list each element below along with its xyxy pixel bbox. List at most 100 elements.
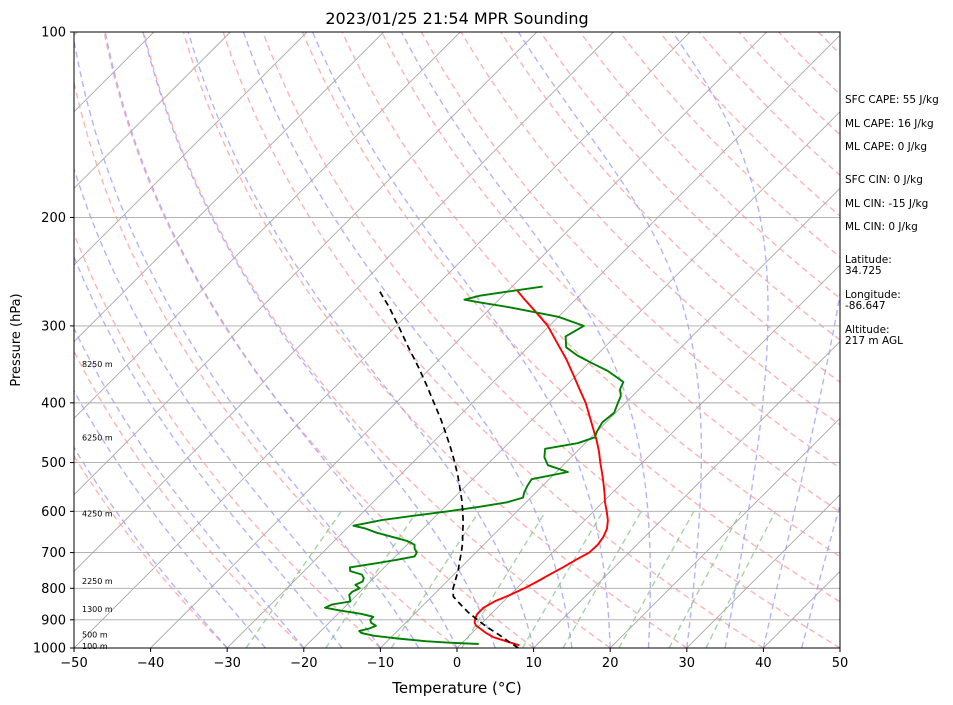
moist-adiabat [74,166,381,648]
dry-adiabat [262,32,840,648]
isotherm [74,32,231,190]
isotherm [303,111,840,648]
dry-adiabat [74,349,305,648]
y-tick-label: 300 [41,319,66,334]
ml-cape-label: ML CAPE: 16 J/kg [845,118,934,130]
ml-cape-label-2: ML CAPE: 0 J/kg [845,141,928,153]
isotherm [686,494,840,648]
isotherm [74,32,308,266]
x-tick-label: 30 [679,656,696,671]
latitude-label: Latitude: 34.725 [845,254,892,277]
height-label: 1300 m [82,605,113,614]
dry-adiabat [222,32,764,648]
y-tick-label: 100 [41,26,66,41]
isotherm [0,32,1,648]
moist-adiabat [242,32,573,648]
sfc-cape-label: SFC CAPE: 55 J/kg [845,94,939,106]
dry-adiabat [698,32,840,177]
dry-adiabat [341,32,840,558]
x-tick-label: 20 [602,656,619,671]
dry-adiabat [460,32,840,426]
y-tick-label: 200 [41,211,66,226]
mixing-ratio-line [668,510,742,648]
moist-adiabat [142,32,496,648]
x-tick-label: 50 [832,656,849,671]
y-tick-label: 400 [41,396,66,411]
x-tick-label: −30 [213,656,240,671]
height-label: 500 m [82,630,108,639]
x-axis: −50 −40 −30 −20 −10 0 10 20 30 40 50 [60,648,848,671]
sounding-curves [324,285,625,648]
dry-adiabat [420,32,840,469]
moist-adiabat [762,290,840,648]
x-tick-label: −10 [367,656,394,671]
isotherm [74,32,614,573]
isotherm [74,32,691,648]
pressure-gridlines [74,32,840,648]
sfc-cin-label: SFC CIN: 0 J/kg [845,174,923,186]
x-tick-label: −40 [137,656,164,671]
y-tick-label: 800 [41,582,66,597]
moist-adiabat [672,32,769,648]
dry-adiabat [74,231,381,648]
mixing-ratio-line [705,510,777,648]
height-label: 4250 m [82,510,113,519]
altitude-label: Altitude: 217 m AGL [845,324,903,347]
height-label: 2250 m [82,577,113,586]
moist-adiabat [74,446,228,648]
y-tick-label: 600 [41,505,66,520]
isotherm [456,264,840,648]
mixing-ratio-line [562,510,642,648]
y-axis-label: Pressure (hPa) [9,293,24,386]
background-lines [0,32,840,648]
x-tick-label: 10 [525,656,542,671]
dry-adiabat [539,32,840,341]
isotherm [74,32,461,419]
moist-adiabat [104,32,458,648]
height-label: 100 m [82,642,108,651]
x-tick-label: 40 [755,656,772,671]
isotherm [533,340,840,648]
isotherm [150,32,767,648]
mixing-ratio-line [618,510,695,648]
x-tick-label: −20 [290,656,317,671]
x-tick-label: 0 [453,656,461,671]
moist-adiabat [801,502,840,648]
dewpoint-line [324,285,625,645]
isotherm [609,417,840,648]
dry-adiabat [619,32,840,258]
y-tick-label: 1000 [33,642,66,657]
moist-adiabat [74,36,420,648]
moist-adiabat [400,32,651,648]
x-tick-label: −50 [60,656,87,671]
chart-title: 2023/01/25 21:54 MPR Sounding [325,9,588,28]
dry-adiabat [500,32,840,383]
moist-adiabat [74,255,343,648]
y-tick-label: 500 [41,456,66,471]
temperature-line [473,289,609,647]
isotherm [380,187,840,648]
longitude-label: Longitude: -86.647 [845,289,901,312]
ml-cin-label: ML CIN: -15 J/kg [845,198,929,210]
isotherm [74,32,384,343]
height-label: 6250 m [82,433,113,442]
mixing-ratio-line [521,510,604,648]
y-tick-label: 700 [41,546,66,561]
ml-cin-label-2: ML CIN: 0 J/kg [845,221,918,233]
moist-adiabat [187,32,535,648]
parcel-line [377,289,519,648]
moist-adiabat [517,32,703,648]
height-label: 8250 m [82,360,113,369]
height-labels: 100 m 500 m 1300 m 2250 m 4250 m 6250 m 8250 m [82,360,113,651]
dry-adiabat [301,32,840,603]
dry-adiabat [143,32,611,648]
mixing-ratio-line [461,510,547,648]
dry-adiabat [659,32,840,217]
isotherm [74,32,538,496]
dry-adiabat [74,79,458,648]
y-axis: 100 200 300 400 500 600 700 800 900 1000 [33,26,74,657]
y-tick-label: 900 [41,613,66,628]
x-axis-label: Temperature (°C) [391,679,521,697]
isotherm [226,34,840,648]
